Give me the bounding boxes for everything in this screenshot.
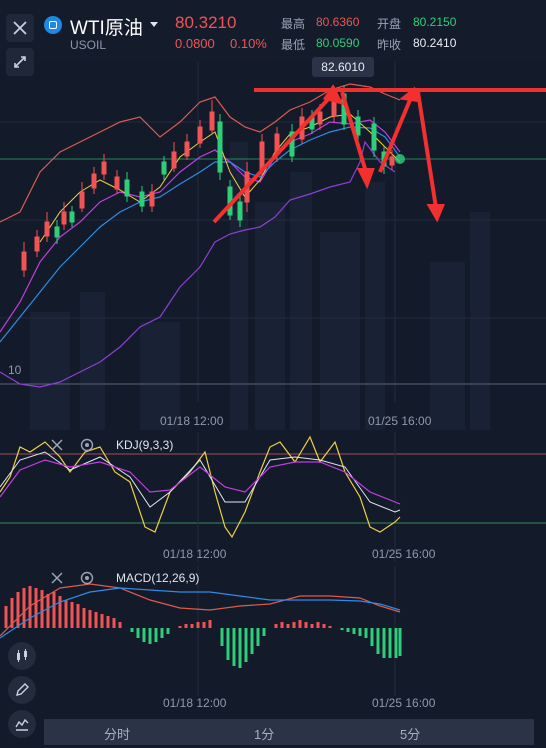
- symbol-logo-icon: [44, 16, 62, 34]
- indicator-icon: [15, 718, 29, 731]
- low-label: 最低: [281, 38, 306, 52]
- kdj-time-label-2: 01/25 16:00: [372, 547, 436, 561]
- max-price-tag: 82.6010: [312, 57, 374, 77]
- macd-dea-line: [0, 587, 401, 639]
- macd-close-icon[interactable]: [50, 571, 64, 585]
- indicator-button[interactable]: [8, 710, 36, 738]
- current-price: 80.3210: [175, 13, 237, 32]
- macd-histogram: [4, 586, 402, 668]
- kdj-title: KDJ(9,3,3): [116, 438, 174, 452]
- price-change: 0.0800: [175, 36, 215, 51]
- price-change-pct: 0.10%: [230, 36, 267, 51]
- draw-tool-button[interactable]: [8, 676, 36, 704]
- macd-chart[interactable]: [0, 566, 546, 696]
- background-buildings: [30, 142, 490, 430]
- time-label-1: 01/18 12:00: [160, 414, 224, 428]
- boll-lower-line: [0, 140, 396, 388]
- high-value: 80.6360: [316, 15, 360, 29]
- close-button[interactable]: [6, 14, 34, 42]
- grid-lines: [0, 62, 546, 402]
- macd-dif-line: [0, 583, 401, 637]
- open-label: 开盘: [377, 17, 402, 31]
- symbol-name[interactable]: WTI原油: [70, 18, 143, 39]
- macd-time-label-1: 01/18 12:00: [163, 696, 227, 710]
- fullscreen-button[interactable]: [6, 48, 34, 76]
- kdj-chart[interactable]: [0, 432, 546, 562]
- macd-eye-icon[interactable]: [80, 571, 94, 585]
- header-bar: WTI原油 USOIL 80.3210 0.0800 0.10% 最高 80.6…: [0, 0, 546, 62]
- close-icon: [13, 21, 27, 35]
- axis-left-label: 10: [8, 363, 22, 377]
- main-chart[interactable]: [0, 62, 546, 430]
- candle-style-button[interactable]: [8, 642, 36, 670]
- macd-time-label-2: 01/25 16:00: [372, 696, 436, 710]
- high-label: 最高: [281, 17, 306, 31]
- timeframe-tabs: 分时 1分 5分: [44, 719, 534, 745]
- prev-close-value: 80.2410: [413, 36, 457, 50]
- symbol-code: USOIL: [70, 38, 107, 52]
- ma-blue-line: [0, 126, 401, 343]
- boll-upper-line: [0, 83, 401, 223]
- prev-close-label: 昨收: [377, 38, 402, 52]
- time-label-2: 01/25 16:00: [368, 414, 432, 428]
- kdj-k-line: [0, 451, 401, 513]
- kdj-close-icon[interactable]: [50, 438, 64, 452]
- kdj-eye-icon[interactable]: [80, 438, 94, 452]
- kdj-time-label-1: 01/18 12:00: [163, 547, 227, 561]
- tab-timeshare[interactable]: 分时: [104, 727, 131, 742]
- ma-purple-line: [0, 119, 401, 333]
- current-price-dot: [395, 154, 405, 164]
- open-value: 80.2150: [413, 15, 457, 29]
- low-value: 80.0590: [316, 36, 360, 50]
- kdj-d-line: [0, 459, 401, 505]
- candle-icon: [17, 649, 27, 662]
- tab-5min[interactable]: 5分: [400, 727, 421, 742]
- macd-title: MACD(12,26,9): [116, 571, 200, 585]
- drawn-annotations: [212, 84, 546, 224]
- tab-1min[interactable]: 1分: [254, 727, 275, 742]
- kdj-j-line: [0, 435, 401, 539]
- pen-icon: [16, 683, 29, 696]
- chevron-down-icon[interactable]: [150, 22, 158, 27]
- expand-icon: [14, 56, 26, 68]
